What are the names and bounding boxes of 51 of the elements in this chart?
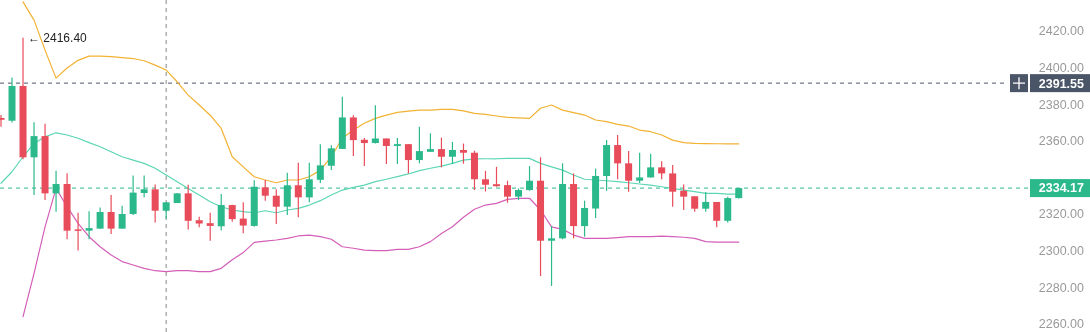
candlestick: [382, 137, 390, 165]
candlestick: [85, 210, 93, 240]
candlestick: [404, 143, 412, 175]
candlestick: [724, 196, 732, 224]
line-series: [22, 1, 740, 184]
candlestick: [151, 183, 159, 224]
y-tick-label: 2300.00: [1038, 243, 1085, 258]
y-tick-label: 2380.00: [1038, 97, 1085, 112]
candlestick: [272, 188, 280, 225]
candlestick: [261, 179, 269, 202]
candlestick: [360, 137, 368, 167]
annotation: ← 2416.40: [28, 30, 88, 45]
y-tick-label: 2280.00: [1038, 280, 1085, 295]
candlestick: [581, 200, 589, 238]
candlestick: [448, 141, 456, 165]
y-tick-label: 2260.00: [1038, 317, 1085, 332]
candlestick: [96, 206, 104, 230]
candlestick: [349, 114, 357, 157]
y-tick-label: 2320.00: [1038, 207, 1085, 222]
candlestick: [217, 193, 225, 232]
candlestick: [459, 142, 467, 165]
candlestick: [702, 191, 710, 213]
y-tick-label: 2400.00: [1038, 61, 1085, 76]
candlestick: [426, 132, 434, 153]
candlestick: [437, 136, 445, 168]
candlestick: [393, 137, 401, 165]
candlestick: [107, 194, 115, 235]
candlestick: [680, 183, 688, 211]
candlestick: [504, 180, 512, 204]
candlestick: [669, 164, 677, 208]
candlestick: [481, 170, 489, 193]
candlestick: [118, 205, 126, 230]
ref-line-label: 2391.55: [1038, 76, 1085, 91]
candlestick: [74, 212, 82, 252]
candlestick: [625, 150, 633, 193]
y-tick-label: 2360.00: [1038, 134, 1085, 149]
candlestick: [415, 126, 423, 164]
candlestick: [327, 144, 335, 171]
candlestick: [614, 134, 622, 180]
y-tick-label: 2420.00: [1038, 24, 1085, 39]
candlestick: [371, 104, 379, 145]
candlestick: [713, 201, 721, 228]
candlestick: [493, 166, 500, 188]
candlestick: [316, 143, 324, 184]
candlestick: [239, 201, 247, 234]
candlestick: [548, 225, 556, 287]
candlestick: [294, 162, 302, 218]
candlestick: [526, 165, 534, 192]
ref-line-label: 2334.17: [1038, 181, 1085, 196]
candlestick: [206, 212, 214, 242]
candlestick: [636, 152, 644, 184]
